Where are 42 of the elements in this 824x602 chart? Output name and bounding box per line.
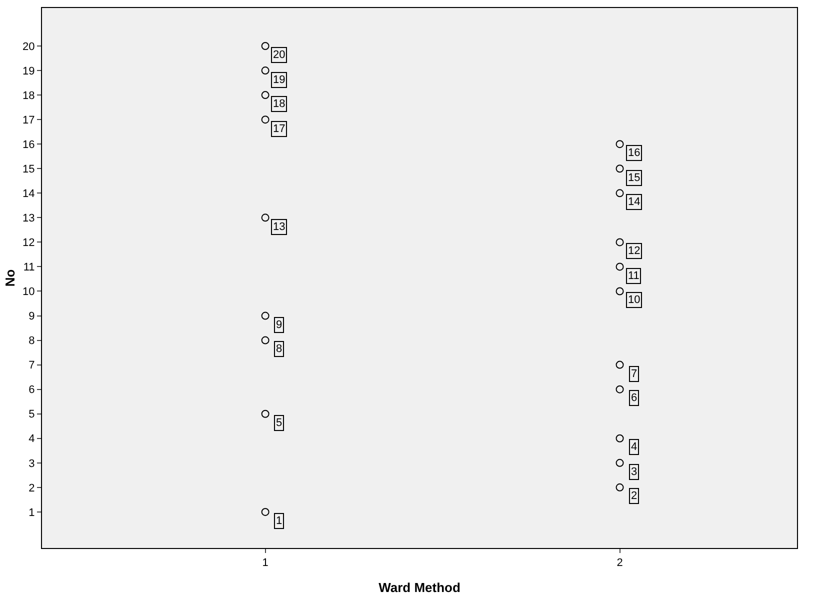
y-tick-label: 17 xyxy=(22,114,35,126)
y-tick-label: 15 xyxy=(22,163,35,176)
y-tick-label: 1 xyxy=(28,506,35,519)
y-tick-label: 8 xyxy=(28,335,35,348)
annotation: 4 xyxy=(631,441,638,453)
annotation: 13 xyxy=(273,221,286,233)
y-tick-label: 6 xyxy=(28,384,35,396)
annotation: 2 xyxy=(631,490,638,502)
y-tick-label: 10 xyxy=(22,286,35,298)
y-axis-title: No xyxy=(2,269,18,287)
annotation: 20 xyxy=(273,49,286,61)
annotation: 6 xyxy=(631,392,638,404)
y-tick-label: 9 xyxy=(28,310,35,323)
y-tick-label: 12 xyxy=(22,237,35,250)
annotation: 15 xyxy=(628,172,640,184)
annotation: 7 xyxy=(631,368,638,380)
annotation: 5 xyxy=(276,417,282,429)
annotation: 14 xyxy=(628,196,640,208)
annotation: 3 xyxy=(631,466,638,478)
y-tick-label: 7 xyxy=(28,360,35,372)
annotation: 19 xyxy=(273,74,286,86)
annotation: 16 xyxy=(628,147,640,159)
y-tick-label: 2 xyxy=(28,482,35,494)
annotation: 11 xyxy=(628,270,640,282)
y-tick-label: 14 xyxy=(22,188,35,200)
y-tick-label: 3 xyxy=(28,458,35,470)
annotation: 12 xyxy=(628,245,640,257)
x-axis-title: Ward Method xyxy=(378,580,460,595)
annotation: 17 xyxy=(273,123,286,135)
y-tick-label: 20 xyxy=(22,40,35,53)
annotation: 1 xyxy=(276,515,282,527)
y-tick-label: 5 xyxy=(28,408,35,421)
y-tick-label: 11 xyxy=(23,262,35,274)
y-tick-label: 19 xyxy=(22,65,35,78)
y-tick-label: 4 xyxy=(28,433,35,446)
y-tick-label: 16 xyxy=(22,138,35,151)
annotation: 18 xyxy=(273,98,286,110)
y-tick-label: 18 xyxy=(22,90,35,102)
y-tick-label: 13 xyxy=(22,212,35,225)
annotation: 8 xyxy=(276,343,282,355)
annotation: 10 xyxy=(628,294,640,306)
annotation: 9 xyxy=(276,319,282,331)
